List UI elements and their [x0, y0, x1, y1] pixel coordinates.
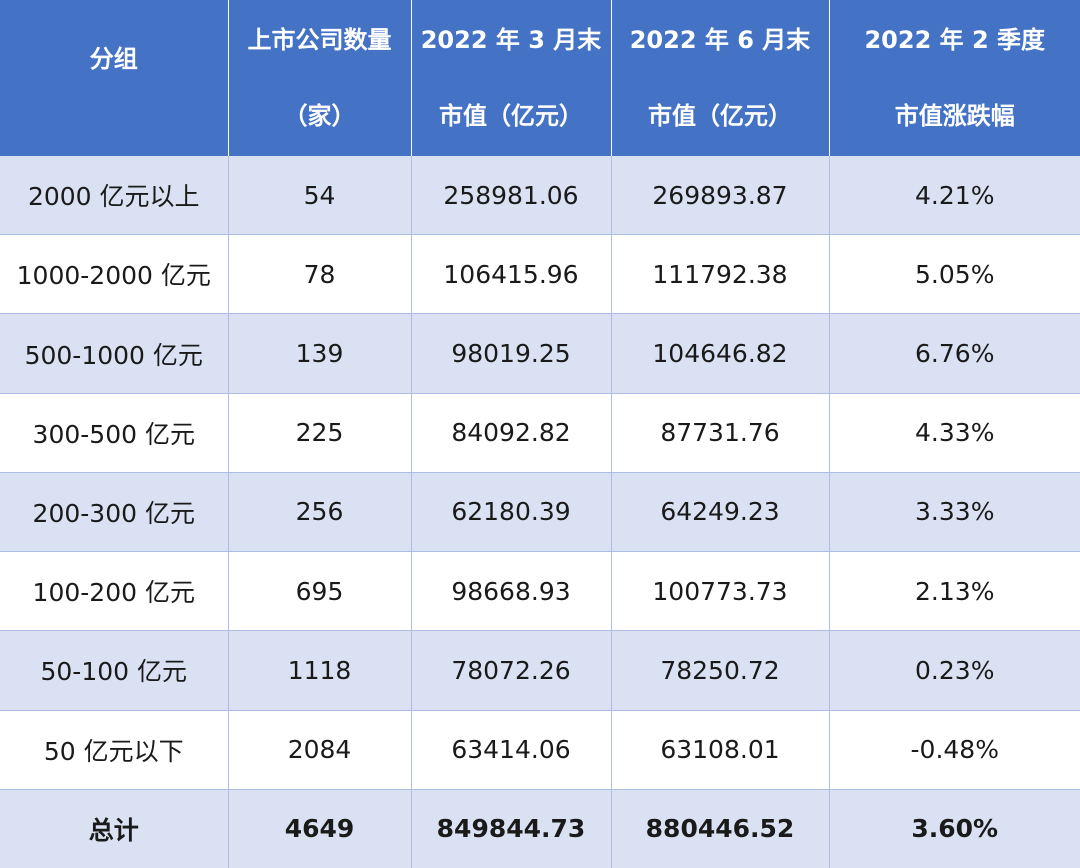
header-june-cap-line2: 市值（亿元） [648, 102, 792, 130]
cell-june-cap: 78250.72 [611, 630, 830, 711]
total-march-cap: 849844.73 [411, 789, 612, 868]
cell-company-count: 225 [228, 393, 412, 473]
cell-june-cap: 100773.73 [611, 551, 830, 632]
header-group: 分组 [0, 0, 229, 156]
header-company-count-line2: （家） [283, 102, 356, 130]
total-june-cap: 880446.52 [611, 789, 830, 868]
table-row: 100-200 亿元 695 98668.93 100773.73 2.13% [0, 551, 1080, 632]
cell-company-count: 78 [228, 234, 412, 315]
table-header: 分组 上市公司数量 （家） 2022 年 3 月末 市值（亿元） 2022 年 … [0, 0, 1080, 156]
cell-group: 300-500 亿元 [0, 393, 229, 473]
cell-group: 1000-2000 亿元 [0, 234, 229, 315]
cell-june-cap: 104646.82 [611, 313, 830, 394]
cell-company-count: 2084 [228, 710, 412, 790]
header-row: 分组 上市公司数量 （家） 2022 年 3 月末 市值（亿元） 2022 年 … [0, 0, 1080, 156]
header-company-count: 上市公司数量 （家） [228, 0, 412, 156]
cell-march-cap: 258981.06 [411, 156, 612, 236]
cell-march-cap: 106415.96 [411, 234, 612, 315]
header-q2-change-line1: 2022 年 2 季度 [864, 26, 1046, 54]
table-body: 2000 亿元以上 54 258981.06 269893.87 4.21% 1… [0, 156, 1080, 868]
cell-march-cap: 78072.26 [411, 630, 612, 711]
cell-group: 200-300 亿元 [0, 472, 229, 553]
header-q2-change: 2022 年 2 季度 市值涨跌幅 [829, 0, 1080, 156]
header-group-line1: 分组 [89, 45, 138, 73]
cell-q2-change: 6.76% [829, 313, 1080, 394]
header-q2-change-line2: 市值涨跌幅 [894, 102, 1015, 130]
cell-q2-change: -0.48% [829, 710, 1080, 790]
table-row: 200-300 亿元 256 62180.39 64249.23 3.33% [0, 472, 1080, 553]
table-row: 300-500 亿元 225 84092.82 87731.76 4.33% [0, 393, 1080, 473]
cell-group: 50 亿元以下 [0, 710, 229, 790]
cell-june-cap: 63108.01 [611, 710, 830, 790]
cell-group: 50-100 亿元 [0, 630, 229, 711]
cell-june-cap: 111792.38 [611, 234, 830, 315]
cell-group: 2000 亿元以上 [0, 156, 229, 236]
total-row: 总计 4649 849844.73 880446.52 3.60% [0, 789, 1080, 868]
cell-june-cap: 269893.87 [611, 156, 830, 236]
cell-march-cap: 84092.82 [411, 393, 612, 473]
table-row: 2000 亿元以上 54 258981.06 269893.87 4.21% [0, 156, 1080, 236]
header-june-cap-line1: 2022 年 6 月末 [629, 26, 811, 54]
cell-q2-change: 4.21% [829, 156, 1080, 236]
cell-q2-change: 3.33% [829, 472, 1080, 553]
cell-company-count: 1118 [228, 630, 412, 711]
table-row: 500-1000 亿元 139 98019.25 104646.82 6.76% [0, 313, 1080, 394]
header-march-cap-line1: 2022 年 3 月末 [420, 26, 602, 54]
header-march-cap-line2: 市值（亿元） [439, 102, 583, 130]
cell-company-count: 54 [228, 156, 412, 236]
cell-march-cap: 98019.25 [411, 313, 612, 394]
cell-company-count: 256 [228, 472, 412, 553]
cell-company-count: 695 [228, 551, 412, 632]
header-june-cap: 2022 年 6 月末 市值（亿元） [611, 0, 830, 156]
cell-march-cap: 98668.93 [411, 551, 612, 632]
cell-q2-change: 0.23% [829, 630, 1080, 711]
cell-q2-change: 4.33% [829, 393, 1080, 473]
table-row: 50 亿元以下 2084 63414.06 63108.01 -0.48% [0, 710, 1080, 790]
cell-june-cap: 64249.23 [611, 472, 830, 553]
total-company-count: 4649 [228, 789, 412, 868]
total-label: 总计 [0, 789, 229, 868]
cell-group: 500-1000 亿元 [0, 313, 229, 394]
table-row: 1000-2000 亿元 78 106415.96 111792.38 5.05… [0, 234, 1080, 315]
cell-q2-change: 2.13% [829, 551, 1080, 632]
cell-march-cap: 62180.39 [411, 472, 612, 553]
cell-q2-change: 5.05% [829, 234, 1080, 315]
cell-group: 100-200 亿元 [0, 551, 229, 632]
cell-march-cap: 63414.06 [411, 710, 612, 790]
header-march-cap: 2022 年 3 月末 市值（亿元） [411, 0, 612, 156]
cell-company-count: 139 [228, 313, 412, 394]
table-row: 50-100 亿元 1118 78072.26 78250.72 0.23% [0, 630, 1080, 711]
header-company-count-line1: 上市公司数量 [247, 26, 392, 54]
total-q2-change: 3.60% [829, 789, 1080, 868]
cell-june-cap: 87731.76 [611, 393, 830, 473]
